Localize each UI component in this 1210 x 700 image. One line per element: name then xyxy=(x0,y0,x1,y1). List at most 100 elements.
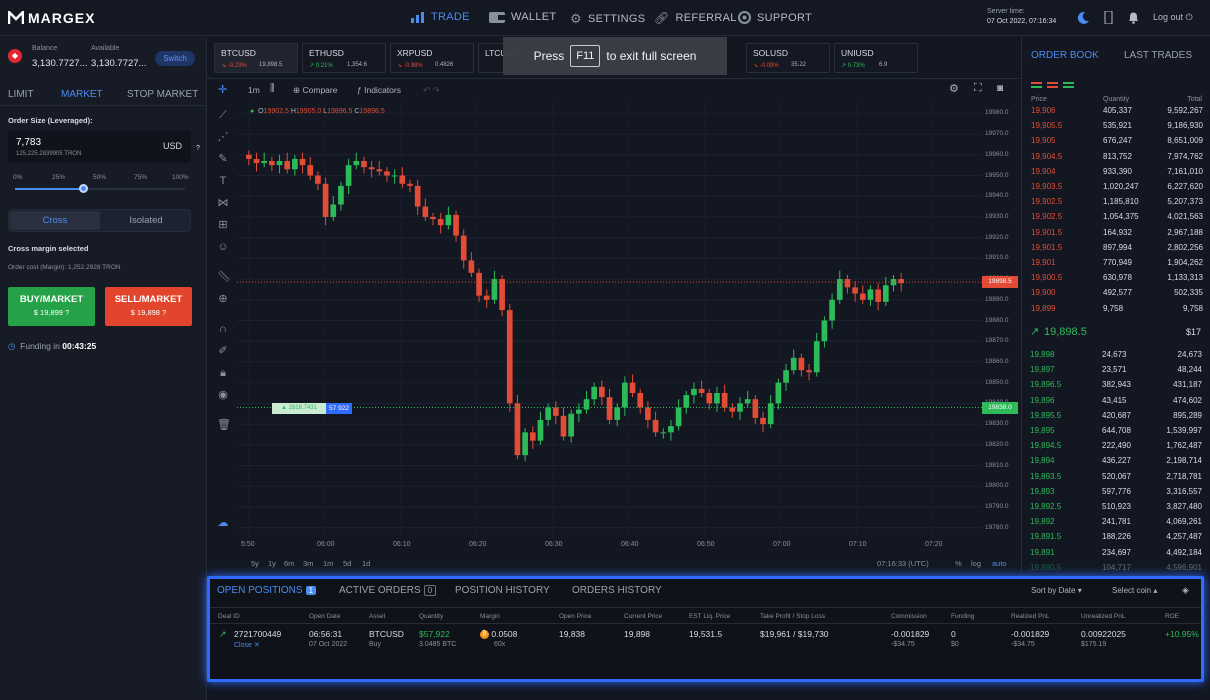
eye-icon[interactable]: ◉ xyxy=(218,389,228,401)
cloud-icon[interactable]: ☁ xyxy=(217,517,229,529)
undo-icon[interactable]: ↶ ↷ xyxy=(423,85,440,95)
moon-icon[interactable] xyxy=(1077,11,1090,24)
ask-row[interactable]: 19,901.5 164,932 2,967,188 xyxy=(1031,228,1203,243)
buy-market-button[interactable]: BUY/MARKET $ 19,899 ? xyxy=(8,287,95,326)
period-5d[interactable]: 5d xyxy=(343,559,352,568)
isolated-tab[interactable]: Isolated xyxy=(129,215,163,226)
period-5y[interactable]: 5y xyxy=(251,559,259,568)
bid-row[interactable]: 19,892 241,781 4,069,261 xyxy=(1030,517,1202,532)
tab-limit[interactable]: LIMIT xyxy=(8,89,34,100)
ask-row[interactable]: 19,905 676,247 8,651,009 xyxy=(1031,136,1203,151)
ticker-uniusd[interactable]: UNIUSD ↗ 0.73% 6.9 xyxy=(834,43,918,73)
bid-row[interactable]: 19,897 23,571 48,244 xyxy=(1030,365,1202,380)
bid-row[interactable]: 19,892.5 510,923 3,827,480 xyxy=(1030,502,1202,517)
interval-button[interactable]: 1m xyxy=(248,85,260,95)
leverage-slider[interactable] xyxy=(15,188,185,190)
tab-stop-market[interactable]: STOP MARKET xyxy=(127,89,199,100)
ask-row[interactable]: 19,905.5 535,921 9,186,930 xyxy=(1031,121,1203,136)
ask-row[interactable]: 19,906 405,337 9,592,267 xyxy=(1031,106,1203,121)
position-row[interactable]: ↗ 2721700449 Close ✕ 06:56:31 07 Oct 202… xyxy=(210,624,1201,654)
percent-toggle[interactable]: % xyxy=(955,559,962,568)
fib-icon[interactable]: ⋰ xyxy=(217,131,229,143)
tab-orders-history[interactable]: ORDERS HISTORY xyxy=(572,585,662,596)
bid-row[interactable]: 19,895 644,708 1,539,997 xyxy=(1030,426,1202,441)
bell-icon[interactable] xyxy=(1127,11,1140,24)
bid-row[interactable]: 19,894.5 222,490 1,762,487 xyxy=(1030,441,1202,456)
bid-row[interactable]: 19,896 43,415 474,602 xyxy=(1030,396,1202,411)
tab-last-trades[interactable]: LAST TRADES xyxy=(1124,50,1192,61)
crosshair-icon[interactable]: ✛ xyxy=(218,84,228,96)
tab-open-positions[interactable]: OPEN POSITIONS 1 xyxy=(217,585,317,596)
ask-row[interactable]: 19,903.5 1,020,247 6,227,620 xyxy=(1031,182,1203,197)
tab-position-history[interactable]: POSITION HISTORY xyxy=(455,585,550,596)
ticker-ethusd[interactable]: ETHUSD ↗ 0.21% 1,354.6 xyxy=(302,43,386,73)
ask-row[interactable]: 19,902.5 1,185,810 5,207,373 xyxy=(1031,197,1203,212)
zoom-icon[interactable]: ⊕ xyxy=(218,293,228,305)
eye-toggle-icon[interactable]: ◈ xyxy=(1182,585,1189,595)
switch-button[interactable]: Switch xyxy=(155,51,195,66)
ask-row[interactable]: 19,900 492,577 502,335 xyxy=(1031,288,1203,303)
period-3m[interactable]: 3m xyxy=(303,559,314,568)
period-1y[interactable]: 1y xyxy=(268,559,276,568)
sell-market-button[interactable]: SELL/MARKET $ 19,898 ? xyxy=(105,287,192,326)
nav-wallet[interactable]: WALLET xyxy=(489,11,556,23)
nav-settings[interactable]: ⚙ SETTINGS xyxy=(570,11,645,27)
mobile-icon[interactable] xyxy=(1102,11,1115,24)
order-size-input[interactable]: 7,783 125,225.2839905 TRON USD xyxy=(8,131,191,163)
bid-row[interactable]: 19,890.5 104,717 4,596,901 xyxy=(1030,563,1202,578)
ask-row[interactable]: 19,902.5 1,054,375 4,021,563 xyxy=(1031,212,1203,227)
ticker-btcusd[interactable]: BTCUSD ↘ -0.23% 19,898.5 xyxy=(214,43,298,73)
tab-order-book[interactable]: ORDER BOOK xyxy=(1031,50,1099,61)
bid-row[interactable]: 19,896.5 382,943 431,187 xyxy=(1030,380,1202,395)
ask-row[interactable]: 19,904 933,390 7,161,010 xyxy=(1031,167,1203,182)
ticker-xrpusd[interactable]: XRPUSD ↘ -0.98% 0.4826 xyxy=(390,43,474,73)
ask-row[interactable]: 19,899 9,758 9,758 xyxy=(1031,304,1203,319)
log-toggle[interactable]: log xyxy=(971,559,982,568)
lock-draw-icon[interactable]: ✐ xyxy=(218,345,228,357)
ruler-icon[interactable]: 📏︎ xyxy=(217,271,231,283)
bid-row[interactable]: 19,891.5 188,226 4,257,487 xyxy=(1030,532,1202,547)
book-view-icons[interactable] xyxy=(1031,77,1075,95)
nav-referral[interactable]: 🔗︎ REFERRAL xyxy=(654,11,737,25)
candle-type-icon[interactable]: ⫼ xyxy=(270,83,275,94)
text-icon[interactable]: T xyxy=(219,175,227,187)
fullscreen-icon[interactable]: ⛶ xyxy=(974,82,982,94)
ask-row[interactable]: 19,900.5 630,978 1,133,313 xyxy=(1031,273,1203,288)
ask-row[interactable]: 19,904.5 813,752 7,974,762 xyxy=(1031,152,1203,167)
tpsl[interactable]: $19,961 / $19,730 xyxy=(760,629,829,639)
period-1m[interactable]: 1m xyxy=(323,559,334,568)
nav-support[interactable]: SUPPORT xyxy=(738,11,812,24)
bid-row[interactable]: 19,894 436,227 2,198,714 xyxy=(1030,456,1202,471)
settings-icon[interactable]: ⚙ xyxy=(949,83,959,95)
period-6m[interactable]: 6m xyxy=(284,559,295,568)
trash-icon[interactable]: 🗑︎ xyxy=(217,419,231,431)
margex-logo[interactable]: MARGEX xyxy=(8,10,95,26)
slider-handle[interactable] xyxy=(79,184,88,193)
nav-trade[interactable]: TRADE xyxy=(411,11,470,23)
ticker-solusd[interactable]: SOLUSD ↘ -0.09% 35.22 xyxy=(746,43,830,73)
close-position-button[interactable]: Close ✕ xyxy=(234,641,260,649)
tab-market[interactable]: MARKET xyxy=(61,89,103,100)
bid-row[interactable]: 19,893 597,776 3,316,557 xyxy=(1030,487,1202,502)
candlestick-chart[interactable] xyxy=(237,103,982,538)
bid-row[interactable]: 19,898 24,673 24,673 xyxy=(1030,350,1202,365)
camera-icon[interactable]: ◙ xyxy=(997,83,1004,94)
lock-icon[interactable]: 🔒︎ xyxy=(220,367,226,379)
magnet-icon[interactable]: ∩ xyxy=(219,323,227,335)
compare-button[interactable]: ⊕ Compare xyxy=(293,85,337,96)
coin-select[interactable]: Select coin ▴ xyxy=(1112,586,1157,595)
sort-dropdown[interactable]: Sort by Date ▾ xyxy=(1031,586,1082,595)
bid-row[interactable]: 19,895.5 420,687 895,289 xyxy=(1030,411,1202,426)
ask-row[interactable]: 19,901.5 897,994 2,802,256 xyxy=(1031,243,1203,258)
tab-active-orders[interactable]: ACTIVE ORDERS 0 xyxy=(339,585,437,596)
period-1d[interactable]: 1d xyxy=(362,559,371,568)
auto-toggle[interactable]: auto xyxy=(992,559,1007,568)
cross-tab[interactable]: Cross xyxy=(10,211,100,230)
logout-button[interactable]: Log out ⏻ xyxy=(1153,12,1193,23)
bid-row[interactable]: 19,891 234,697 4,492,184 xyxy=(1030,548,1202,563)
bid-row[interactable]: 19,893.5 520,067 2,718,781 xyxy=(1030,472,1202,487)
pattern-icon[interactable]: ⋈ xyxy=(217,197,229,209)
ask-row[interactable]: 19,901 770,949 1,904,262 xyxy=(1031,258,1203,273)
indicators-button[interactable]: ƒ Indicators xyxy=(357,85,401,95)
emoji-icon[interactable]: ☺ xyxy=(217,241,229,253)
